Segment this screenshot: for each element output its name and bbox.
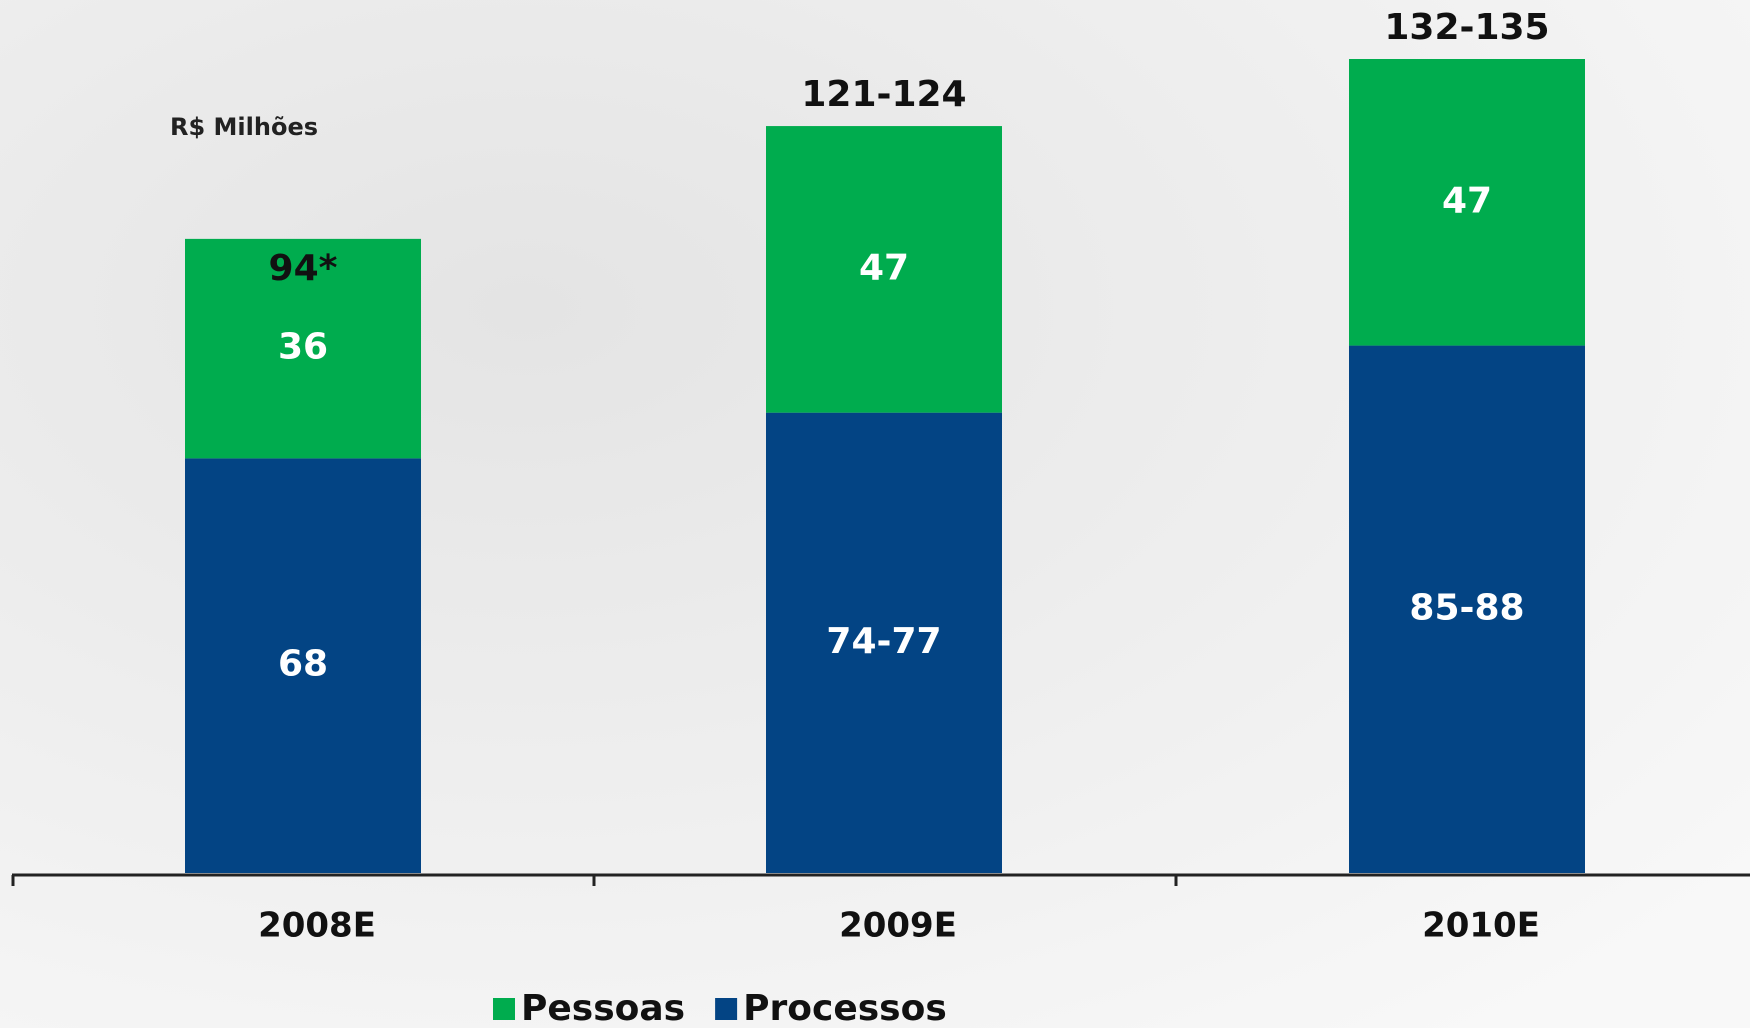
bar-value-label: 68: [278, 644, 328, 685]
legend-swatch: [715, 998, 738, 1020]
total-label: 132-135: [1384, 7, 1549, 48]
bar-segment: [766, 412, 1002, 873]
bar-value-label: 36: [278, 327, 328, 368]
bar-segment: [185, 238, 421, 459]
bar-value-label: 74-77: [826, 621, 941, 662]
total-label: 94*: [269, 248, 338, 289]
unit-label: R$ Milhões: [170, 113, 318, 141]
legend-label: Pessoas: [521, 988, 685, 1028]
bar-segment: [766, 126, 1002, 413]
bar-value-label: 47: [859, 247, 909, 288]
bar-segment: [1349, 345, 1585, 873]
total-label: 121-124: [801, 74, 966, 115]
bar-value-label: 85-88: [1409, 587, 1524, 628]
bar-value-label: 47: [1442, 180, 1492, 221]
x-tick-label: 2008E: [258, 906, 376, 946]
legend-label: Processos: [743, 988, 947, 1028]
bar-segment: [1349, 59, 1585, 346]
x-tick-label: 2010E: [1422, 906, 1540, 946]
legend-swatch: [493, 998, 515, 1020]
x-tick-label: 2009E: [839, 906, 957, 946]
bar-segment: [185, 458, 421, 873]
